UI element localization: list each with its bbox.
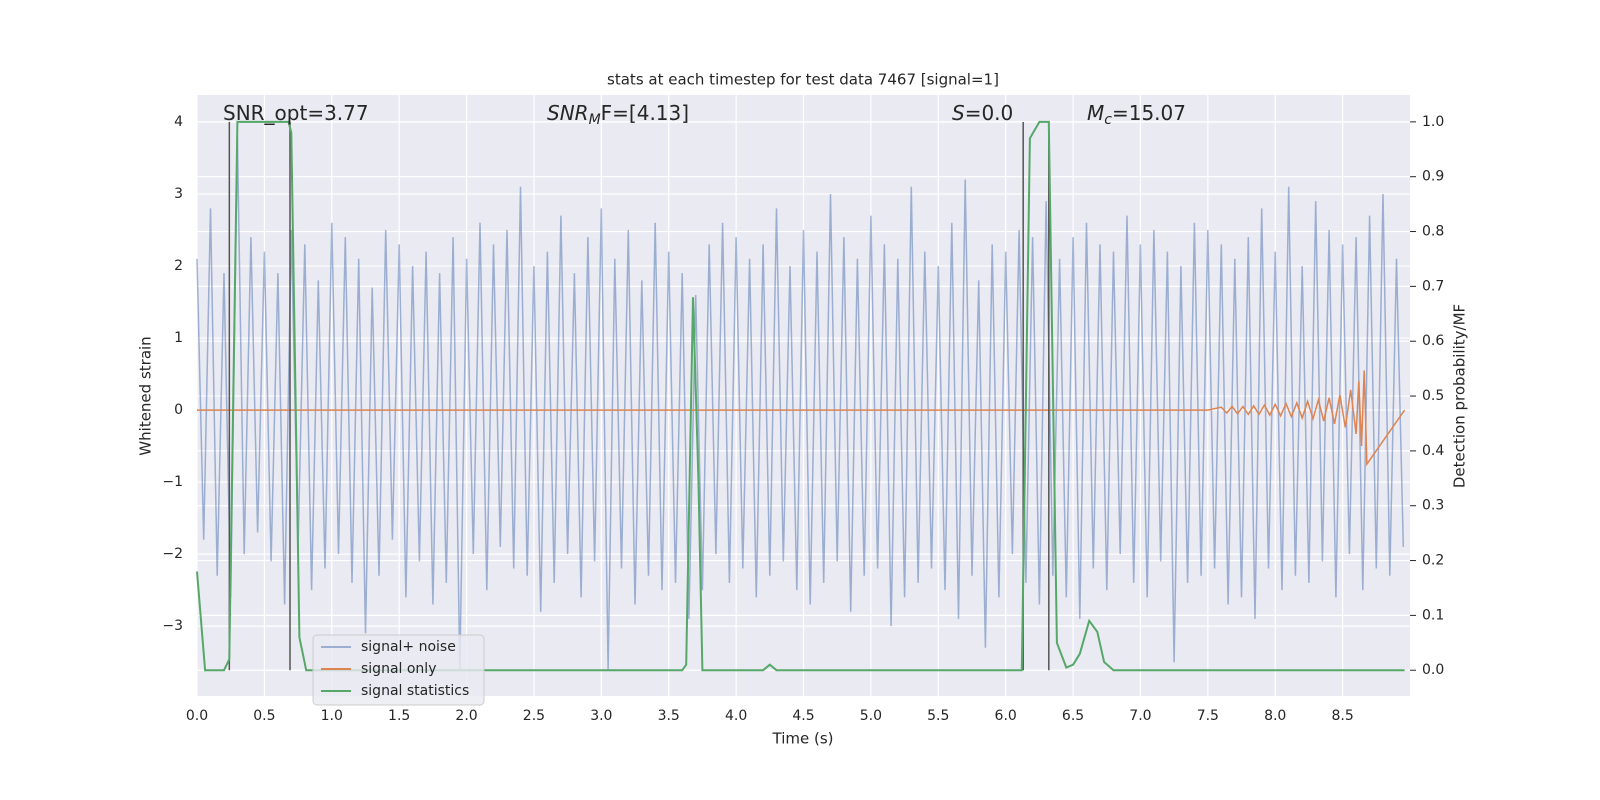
annotation: SNRMF=[4.13] — [547, 101, 689, 129]
y-axis-label: Whitened strain — [137, 336, 155, 455]
legend-label: signal+ noise — [361, 639, 456, 655]
y-tick-label: −1 — [162, 474, 183, 490]
x-tick-label: 2.5 — [523, 708, 545, 724]
annotation-part: F=[4.13] — [601, 101, 689, 125]
x-tick-label: 4.0 — [725, 708, 747, 724]
annotation-part: M — [1087, 101, 1104, 125]
y2-axis-label: Detection probability/MF — [1451, 304, 1469, 488]
x-tick-label: 5.0 — [860, 708, 882, 724]
x-tick-label: 6.5 — [1062, 708, 1084, 724]
legend-label: signal statistics — [361, 683, 469, 699]
legend-label: signal only — [361, 661, 436, 677]
x-tick-label: 1.5 — [388, 708, 410, 724]
y-tick-label: 1 — [174, 330, 183, 346]
y-tick-label: 2 — [174, 258, 183, 274]
y2-tick-label: 0.7 — [1422, 278, 1444, 294]
y2-tick-label: 0.9 — [1422, 169, 1444, 185]
annotation-part: =0.0 — [965, 101, 1014, 125]
x-tick-label: 0.0 — [186, 708, 208, 724]
annotation: Mc=15.07 — [1087, 101, 1186, 129]
y2-tick-label: 1.0 — [1422, 114, 1444, 130]
x-tick-label: 6.0 — [995, 708, 1017, 724]
y-tick-label: −2 — [162, 546, 183, 562]
x-axis-label: Time (s) — [772, 730, 834, 748]
annotation-part: S — [952, 101, 965, 125]
chart-title: stats at each timestep for test data 746… — [607, 71, 999, 89]
marks — [196, 120, 1406, 672]
x-tick-label: 8.5 — [1331, 708, 1353, 724]
annotation-part: c — [1104, 112, 1112, 128]
y-tick-label: 0 — [174, 402, 183, 418]
labels: 0.0 0.5 1.0 1.5 2.0 2.5 3.0 3.5 4.0 4.5 5.0 5.5 6.0 6… — [162, 101, 1444, 725]
annotation-part: =15.07 — [1112, 101, 1186, 125]
y2-tick-label: 0.4 — [1422, 443, 1444, 459]
annotation-part: SNR — [547, 101, 589, 125]
y2-tick-label: 0.5 — [1422, 388, 1444, 404]
y2-tick-label: 0.0 — [1422, 662, 1444, 678]
y2-tick-label: 0.3 — [1422, 498, 1444, 514]
legend-frame — [312, 634, 485, 706]
legend: signal+ noise signal only signal statistic… — [312, 634, 485, 706]
annotation-part: SNR_opt=3.77 — [223, 101, 369, 125]
series-line — [196, 120, 1405, 672]
x-tick-label: 8.0 — [1264, 708, 1286, 724]
x-tick-label: 1.0 — [321, 708, 343, 724]
annotation: S=0.0 — [952, 101, 1013, 125]
y2-tick-label: 0.6 — [1422, 333, 1444, 349]
y2-tick-label: 0.1 — [1422, 607, 1444, 623]
series-line — [197, 370, 1406, 467]
x-tick-label: 4.5 — [792, 708, 814, 724]
x-tick-label: 7.0 — [1129, 708, 1151, 724]
y-tick-label: 3 — [174, 186, 183, 202]
y-tick-label: 4 — [174, 114, 183, 130]
annotation: SNR_opt=3.77 — [223, 101, 369, 125]
annotation-part: M — [589, 112, 601, 128]
y2-tick-label: 0.2 — [1422, 553, 1444, 569]
x-tick-label: 5.5 — [927, 708, 949, 724]
x-tick-label: 3.0 — [590, 708, 612, 724]
x-tick-label: 0.5 — [253, 708, 275, 724]
y-tick-label: −3 — [162, 618, 183, 634]
x-tick-label: 3.5 — [658, 708, 680, 724]
x-tick-label: 2.0 — [455, 708, 477, 724]
y2-tick-label: 0.8 — [1422, 224, 1444, 240]
x-tick-label: 7.5 — [1197, 708, 1219, 724]
